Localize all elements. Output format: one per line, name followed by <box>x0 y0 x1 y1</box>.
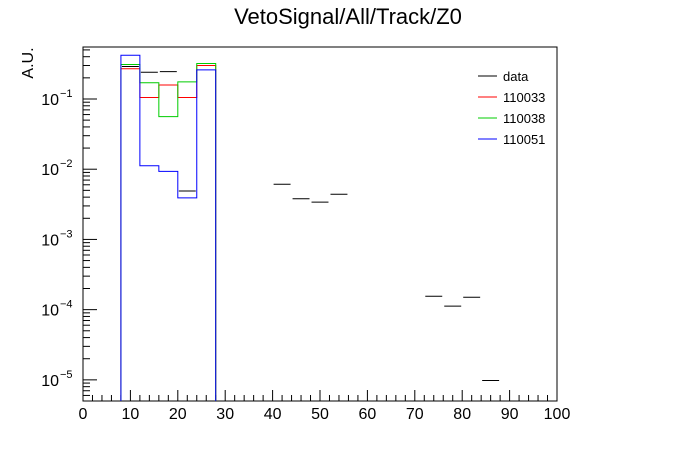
x-tick-label: 70 <box>406 406 424 423</box>
y-axis-ticks: 10−110−210−310−410−5 <box>41 49 97 402</box>
y-tick-exponent: −1 <box>60 88 73 100</box>
x-tick-label: 80 <box>453 406 471 423</box>
x-tick-label: 10 <box>122 406 140 423</box>
y-tick-base: 10 <box>41 162 59 179</box>
y-tick-exponent: −3 <box>60 228 73 240</box>
legend: data 110033 110038 110051 <box>478 69 545 147</box>
series-110051-histogram <box>120 54 217 401</box>
y-tick-base: 10 <box>41 303 59 320</box>
y-tick-exponent: −2 <box>60 158 73 170</box>
y-tick-base: 10 <box>41 373 59 390</box>
x-tick-label: 90 <box>501 406 519 423</box>
y-axis-label: A.U. <box>20 47 37 78</box>
legend-label-110033: 110033 <box>503 90 545 105</box>
y-tick-label: 10 −4 <box>41 299 72 320</box>
series-110038 <box>120 63 217 401</box>
y-tick-label: 10 −5 <box>41 369 72 390</box>
x-axis-ticks: 0 10 20 30 40 50 60 70 80 90 100 <box>79 390 571 423</box>
y-tick-exponent: −4 <box>60 299 73 311</box>
y-tick-label: 10 −3 <box>41 228 72 249</box>
series-110033-histogram <box>120 64 217 401</box>
series-110051 <box>120 54 217 401</box>
series-data <box>121 66 500 381</box>
legend-label-data: data <box>503 69 529 84</box>
y-tick-exponent: −5 <box>60 369 73 381</box>
y-tick-label: 10 −1 <box>41 88 72 109</box>
legend-label-110051: 110051 <box>503 132 545 147</box>
x-tick-label: 100 <box>544 406 571 423</box>
y-tick-label: 10 −2 <box>41 158 72 179</box>
x-tick-label: 40 <box>264 406 282 423</box>
series-110038-histogram <box>120 63 217 401</box>
legend-label-110038: 110038 <box>503 111 545 126</box>
y-tick-base: 10 <box>41 92 59 109</box>
chart-title: VetoSignal/All/Track/Z0 <box>234 4 462 29</box>
x-tick-label: 50 <box>311 406 329 423</box>
x-tick-label: 30 <box>216 406 234 423</box>
x-tick-label: 20 <box>169 406 187 423</box>
series-110033 <box>120 64 217 401</box>
x-tick-label: 60 <box>359 406 377 423</box>
plot-frame <box>82 46 558 402</box>
series-layer <box>120 54 500 401</box>
x-tick-label: 0 <box>79 406 88 423</box>
y-tick-base: 10 <box>41 232 59 249</box>
